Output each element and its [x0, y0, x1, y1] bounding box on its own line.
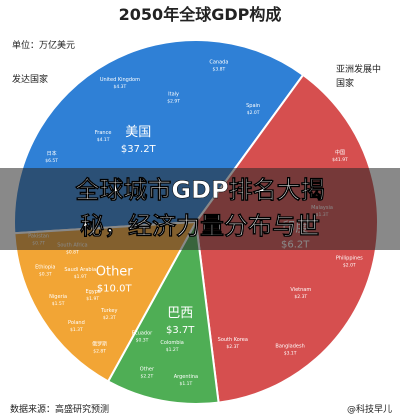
- banner-line-2: 秘，经济力量分布与世: [80, 212, 320, 240]
- cell-name-21: Turkey: [100, 308, 117, 314]
- cell-name-10: Philippines: [336, 256, 363, 262]
- cell-value-4: $2.9T: [167, 99, 180, 105]
- cell-value-21: $2.3T: [103, 315, 116, 321]
- chart-title: 2050年全球GDP构成: [119, 5, 282, 24]
- cell-name-13: South Korea: [218, 337, 248, 343]
- cell-value-18: $0.3T: [136, 337, 149, 343]
- unit-label: 单位：万亿美元: [12, 39, 75, 51]
- cell-name-14: 巴西: [167, 306, 193, 321]
- cell-name-20: 俄罗斯: [92, 341, 107, 348]
- source-label: 数据来源：高盛研究预测: [10, 403, 109, 415]
- cell-value-13: $2.3T: [226, 344, 239, 350]
- cell-value-23: $1.9T: [86, 296, 99, 302]
- cell-value-16: $1.2T: [166, 347, 179, 353]
- cell-value-5: $3.8T: [213, 66, 226, 72]
- cell-value-8: $41.9T: [332, 157, 348, 163]
- cell-name-22: Poland: [68, 320, 85, 326]
- cell-value-1: $6.5T: [45, 158, 58, 164]
- cell-value-6: $2.0T: [247, 110, 260, 116]
- cell-value-0: $37.2T: [121, 144, 157, 155]
- banner-overlay: [0, 168, 400, 250]
- cell-value-17: $2.2T: [141, 374, 154, 380]
- group-label-asia-line1: 亚洲发展中: [336, 63, 381, 75]
- cell-name-0: 美国: [125, 125, 151, 140]
- cell-value-15: $1.1T: [180, 381, 193, 387]
- cell-name-25: Saudi Arabia: [64, 267, 96, 273]
- cell-name-1: 日本: [47, 150, 57, 157]
- group-label-developed: 发达国家: [12, 73, 48, 85]
- cell-name-6: Spain: [246, 103, 260, 109]
- cell-name-19: Other: [96, 265, 134, 280]
- cell-name-24: Nigeria: [49, 294, 67, 300]
- pie-wedge-2: [106, 218, 220, 405]
- cell-name-3: United Kingdom: [100, 77, 140, 83]
- cell-value-3: $4.3T: [114, 84, 127, 90]
- watermark: @科技早儿: [347, 403, 392, 415]
- cell-name-17: Other: [140, 367, 155, 373]
- cell-layer: 美国 $37.2T 日本$6.5T France$4.1T United Kingdom…: [28, 59, 363, 387]
- cell-value-22: $1.3T: [70, 327, 83, 333]
- cell-name-26: Ethiopia: [35, 265, 55, 271]
- cell-name-16: Colombia: [160, 340, 184, 346]
- cell-name-4: Italy: [168, 92, 179, 98]
- cell-value-10: $2.0T: [343, 263, 356, 269]
- cell-value-2: $4.1T: [97, 137, 110, 143]
- cell-value-27: $0.8T: [66, 250, 79, 256]
- cell-name-5: Canada: [209, 59, 228, 65]
- cell-value-20: $2.8T: [93, 349, 106, 355]
- cell-value-12: $3.1T: [284, 350, 297, 356]
- cell-name-2: France: [95, 130, 112, 136]
- cell-value-14: $3.7T: [166, 325, 195, 336]
- cell-name-8: 中国: [335, 149, 345, 156]
- cell-name-11: Vietnam: [290, 287, 311, 293]
- cell-value-11: $2.3T: [294, 294, 307, 300]
- cell-name-15: Argentina: [174, 374, 198, 380]
- cell-name-18: Ecuador: [132, 330, 153, 336]
- cell-name-23: Egypt: [85, 289, 99, 295]
- cell-value-25: $1.9T: [74, 274, 87, 280]
- cell-value-26: $0.3T: [39, 272, 52, 278]
- cell-value-24: $1.5T: [52, 301, 65, 307]
- banner-line-1: 全球城市GDP排名大揭: [74, 176, 324, 204]
- cell-value-19: $10.0T: [97, 284, 133, 295]
- cell-name-12: Bangladesh: [275, 343, 304, 349]
- group-label-asia-line2: 国家: [336, 77, 354, 89]
